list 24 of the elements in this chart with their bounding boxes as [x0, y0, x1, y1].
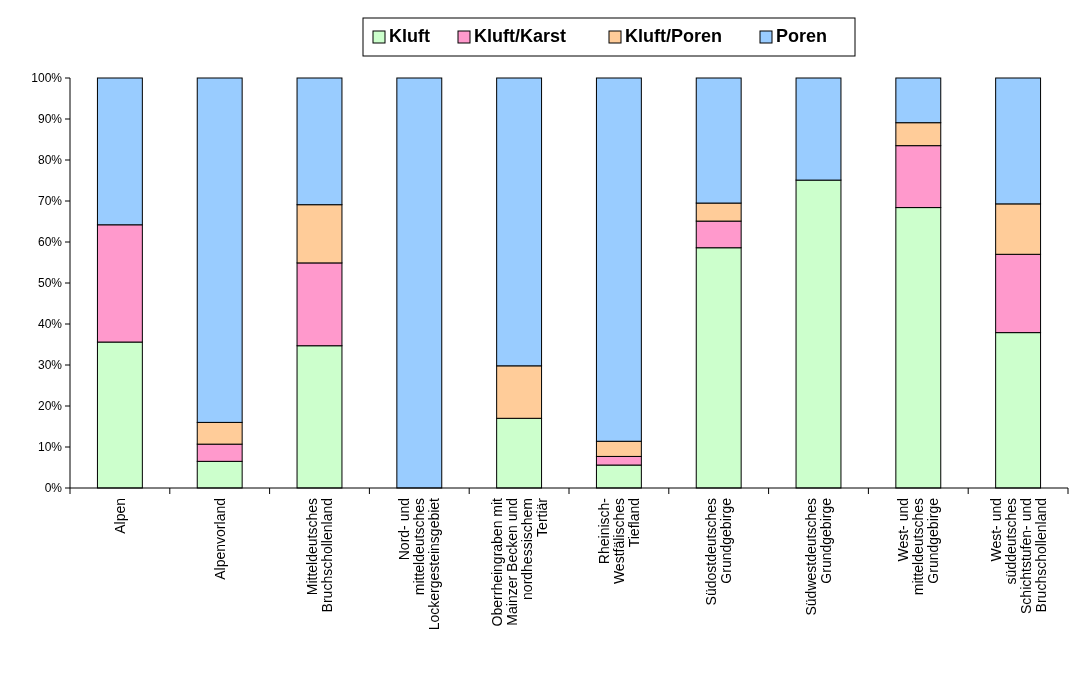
y-tick-label: 20%	[37, 399, 63, 414]
x-tick-label: Oberrheingraben mit Mainzer Becken und nordhessischem Tertiär	[488, 497, 550, 627]
y-tick-label: 90%	[37, 112, 63, 127]
x-tick-label: West- und mitteldeutsches Grundgebirge	[895, 497, 942, 596]
x-tick-label: Alpen	[111, 498, 128, 534]
y-tick-label: 30%	[37, 358, 63, 373]
x-tick-label: Nord- und mitteldeutsches Lockergesteinsgebiet	[396, 497, 443, 631]
x-tick-label: Südostdeutsches Grundgebirge	[703, 497, 735, 606]
y-tick-label: 70%	[37, 194, 63, 209]
y-tick-label: 100%	[31, 71, 63, 86]
legend-label: Kluft/Karst	[474, 26, 567, 46]
y-tick-label: 60%	[37, 235, 63, 250]
legend-label: Kluft	[389, 26, 430, 46]
y-tick-label: 10%	[37, 440, 63, 455]
x-tick-label: Südwestdeutsches Grundgebirge	[803, 497, 834, 616]
y-tick-label: 50%	[37, 276, 63, 291]
y-tick-label: 80%	[37, 153, 63, 168]
x-tick-label: Mitteldeutsches Bruchschollenland	[304, 498, 335, 613]
legend-label: Poren	[776, 26, 828, 46]
x-tick-label: Alpenvorland	[211, 498, 228, 580]
x-tick-label: Rheinisch-Westfälisches Tiefland	[595, 497, 642, 585]
y-tick-label: 40%	[37, 317, 63, 332]
y-tick-label: 0%	[44, 481, 63, 496]
legend-label: Kluft/Poren	[625, 26, 722, 46]
